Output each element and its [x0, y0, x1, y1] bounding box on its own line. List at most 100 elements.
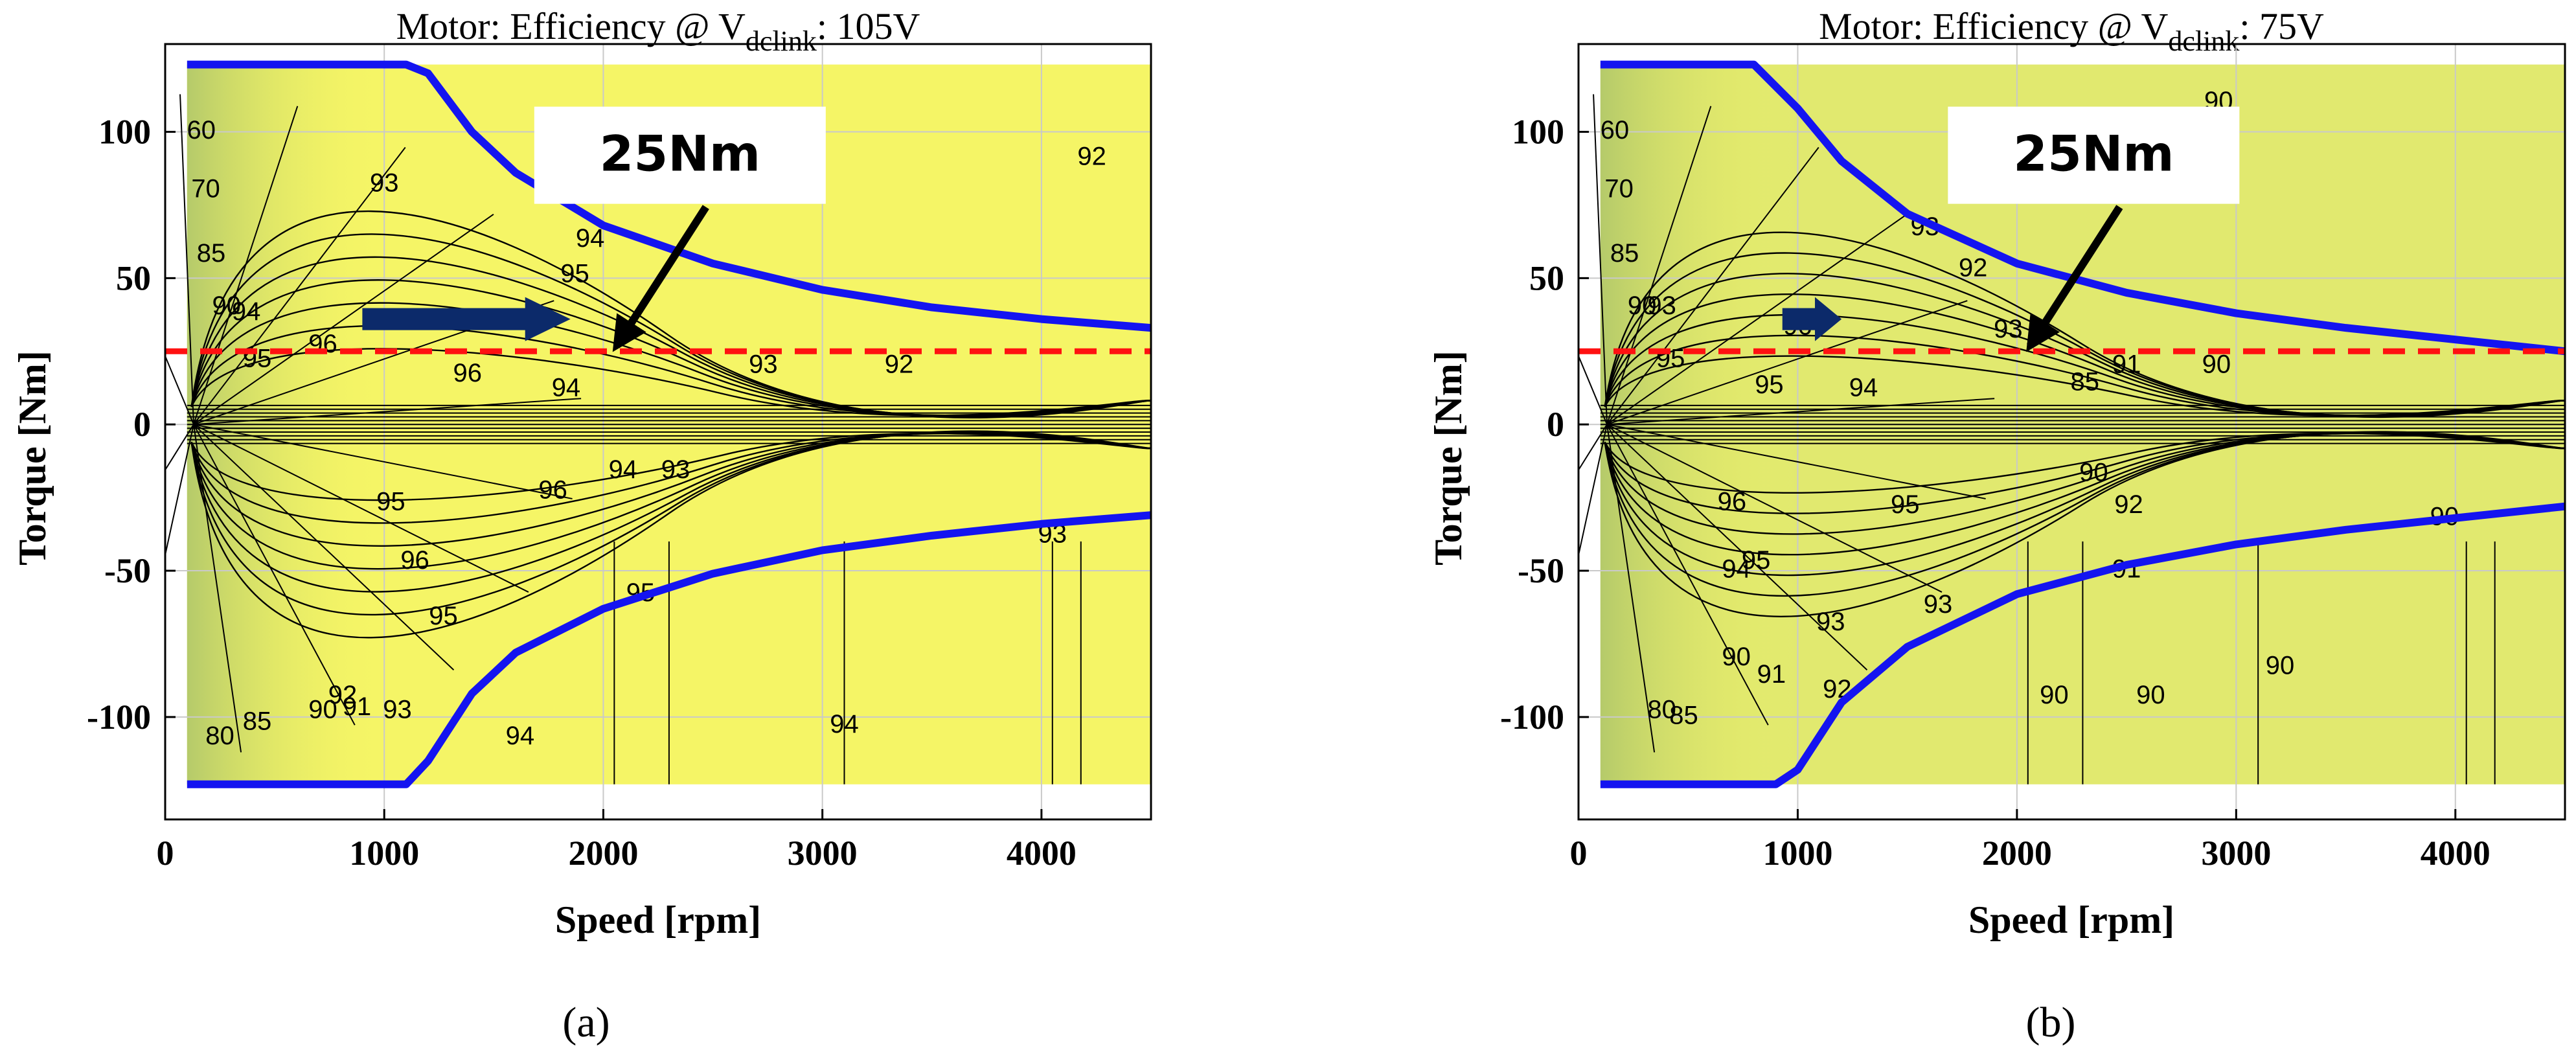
- contour-label: 80: [205, 722, 234, 750]
- panel-b-title: Motor: Efficiency @ Vdclink: 75V: [1819, 5, 2324, 57]
- annotation-pointer-arrow: [2026, 205, 2123, 352]
- contour-label: 95: [376, 488, 405, 516]
- x-tick-label: 3000: [2201, 834, 2271, 873]
- panel-a: Motor: Efficiency @ Vdclink: 105V (a) Sp…: [11, 5, 1152, 1046]
- torque-envelope-lower: [1600, 502, 2565, 788]
- panel-b: Motor: Efficiency @ Vdclink: 75V (b) Spe…: [1427, 5, 2566, 1046]
- contour-label: 70: [1604, 174, 1634, 203]
- x-tick-label: 2000: [1982, 834, 2052, 873]
- efficiency-contour-line: [1606, 300, 1968, 426]
- contour-label: 90: [2079, 459, 2108, 487]
- efficiency-contour-line: [165, 354, 194, 425]
- navy-direction-arrow: [362, 297, 571, 341]
- y-tick-label: 50: [116, 258, 151, 297]
- panel-a-ylabel: Torque [Nm]: [11, 350, 54, 566]
- contour-label: 90: [308, 695, 337, 724]
- annotation-box: [534, 106, 826, 204]
- torque-envelope-lower: [187, 511, 1151, 788]
- efficiency-contour-line: [1606, 424, 1943, 593]
- contour-label: 93: [661, 455, 690, 484]
- contour-label: 92: [1959, 253, 1988, 282]
- panel-b-ylabel: Torque [Nm]: [1427, 350, 1470, 566]
- contour-label: 93: [1994, 315, 2023, 343]
- efficiency-contour-line: [190, 348, 1151, 417]
- y-tick-label: -100: [87, 698, 151, 737]
- contour-label: 96: [453, 359, 482, 387]
- contour-label: 85: [2071, 368, 2100, 396]
- contour-label: 93: [749, 350, 778, 378]
- efficiency-contour-line: [179, 94, 194, 425]
- x-tick-label: 0: [1570, 834, 1588, 873]
- contour-label: 80: [1647, 695, 1676, 724]
- panel-a-label: (a): [562, 999, 610, 1046]
- efficiency-contour-line: [192, 424, 242, 753]
- contour-label: 90: [2040, 681, 2069, 709]
- axes-frame: [1577, 43, 2566, 821]
- efficiency-contour-line: [1604, 355, 2565, 417]
- x-tick-label: 3000: [788, 834, 858, 873]
- contour-label: 95: [560, 259, 589, 288]
- navy-direction-arrow: [1782, 297, 1842, 341]
- y-tick-label: 0: [1547, 405, 1564, 444]
- contour-label: 94: [576, 224, 605, 253]
- contour-label: 91: [2112, 350, 2141, 378]
- contour-label: 90: [1722, 643, 1751, 671]
- contour-label: 85: [197, 239, 226, 268]
- y-tick-label: 100: [1512, 113, 1564, 152]
- efficiency-contour-line: [1579, 354, 1608, 425]
- contour-label: 90: [2202, 350, 2231, 378]
- x-tick-label: 1000: [1762, 834, 1832, 873]
- contour-label: 91: [1757, 660, 1786, 689]
- y-tick-label: 0: [133, 405, 151, 444]
- efficiency-contour-line: [1579, 424, 1608, 558]
- x-tick-label: 1000: [349, 834, 419, 873]
- efficiency-contour-line: [1593, 94, 1608, 425]
- contour-label: 92: [328, 681, 358, 709]
- efficiency-contour-line: [1606, 106, 1712, 425]
- efficiency-contour-line: [165, 424, 194, 558]
- contour-label: 96: [538, 476, 567, 505]
- contour-label: 90: [2266, 652, 2295, 680]
- contour-label: 95: [1891, 490, 1920, 519]
- efficiency-contour-line: [1606, 146, 1819, 425]
- x-tick-label: 4000: [1007, 834, 1077, 873]
- efficiency-contour-line: [193, 424, 356, 726]
- panel-b-label: (b): [2026, 999, 2076, 1046]
- contour-label: 90: [2136, 681, 2165, 709]
- panel-b-plot-area: 9392939691909495859092919695949593939291…: [1500, 43, 2566, 873]
- efficiency-contour-line: [193, 213, 494, 426]
- annotation-box: [1948, 106, 2240, 204]
- contour-label: 90: [212, 291, 241, 320]
- axes-frame: [164, 43, 1152, 821]
- contour-label: 92: [2114, 490, 2143, 519]
- contour-label: 60: [1601, 116, 1630, 144]
- contour-label: 92: [885, 350, 914, 378]
- contour-label: 95: [1742, 546, 1771, 575]
- contour-label: 70: [191, 174, 220, 203]
- contour-label: 96: [400, 546, 429, 575]
- contour-label: 90: [1628, 291, 1657, 320]
- efficiency-contour-line: [190, 432, 1151, 501]
- contour-label: 95: [429, 602, 458, 630]
- contour-label: 85: [1669, 701, 1698, 729]
- efficiency-contour-line: [1606, 424, 1868, 670]
- efficiency-contour-line: [1606, 213, 1908, 426]
- contour-label: 93: [1816, 608, 1845, 636]
- contour-label: 94: [1722, 555, 1751, 584]
- contour-label: 94: [506, 722, 535, 750]
- efficiency-contour-line: [193, 106, 299, 425]
- y-tick-label: 50: [1529, 258, 1564, 297]
- x-tick-label: 4000: [2421, 834, 2491, 873]
- contour-label: 95: [1755, 371, 1784, 399]
- efficiency-contour-line: [193, 424, 529, 593]
- efficiency-contour-line: [1606, 424, 1769, 726]
- contour-label: 94: [830, 710, 859, 738]
- contour-label: 94: [1849, 374, 1878, 402]
- x-tick-label: 2000: [568, 834, 638, 873]
- contour-label: 94: [552, 374, 581, 402]
- contour-label: 93: [383, 695, 412, 724]
- annotation-text: 25Nm: [600, 125, 761, 183]
- y-tick-label: -50: [1518, 551, 1564, 590]
